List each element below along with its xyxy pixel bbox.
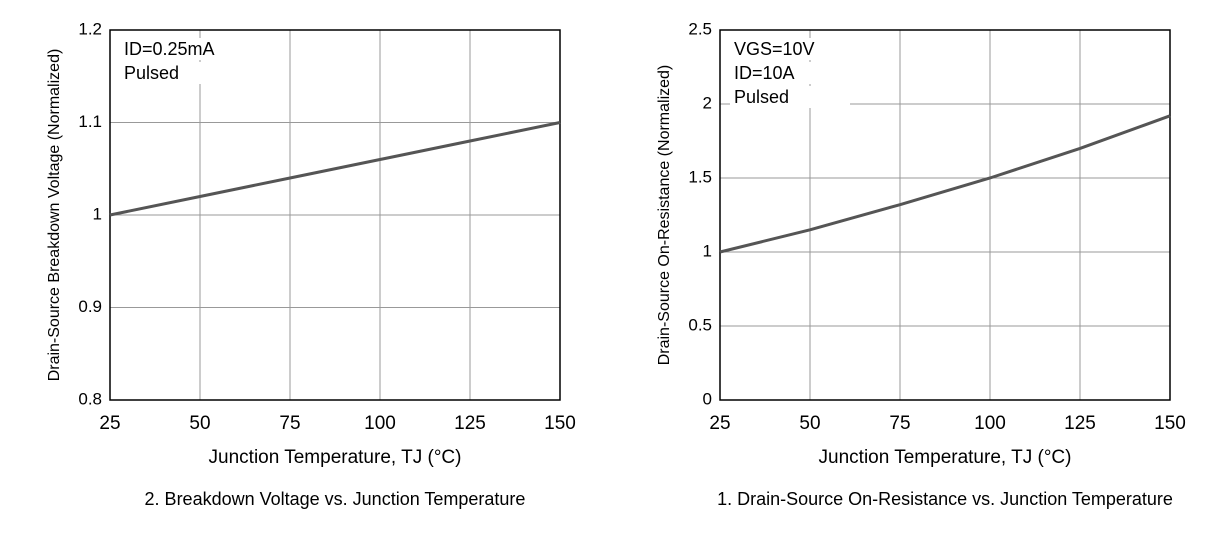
x-tick-label: 75	[889, 413, 910, 434]
annotation: ID=10A	[734, 63, 795, 83]
x-tick-label: 125	[454, 413, 486, 434]
annotation: VGS=10V	[734, 39, 815, 59]
x-tick-label: 25	[709, 413, 730, 434]
x-tick-label: 50	[189, 413, 210, 434]
x-tick-label: 150	[544, 413, 576, 434]
annotation: Pulsed	[124, 63, 179, 83]
y-tick-label: 1	[703, 241, 712, 260]
x-tick-label: 150	[1154, 413, 1186, 434]
y-tick-label: 1.5	[688, 167, 712, 186]
x-tick-label: 50	[799, 413, 820, 434]
data-line	[720, 116, 1170, 252]
y-tick-label: 0.8	[78, 389, 102, 408]
y-tick-label: 0	[703, 389, 712, 408]
x-tick-label: 100	[974, 413, 1006, 434]
y-tick-label: 0.5	[688, 315, 712, 334]
annotation: Pulsed	[734, 87, 789, 107]
y-tick-label: 2	[703, 93, 712, 112]
x-axis-label: Junction Temperature, TJ (°C)	[209, 447, 462, 468]
y-tick-label: 1.1	[78, 112, 102, 131]
y-tick-label: 2.5	[688, 19, 712, 38]
x-tick-label: 100	[364, 413, 396, 434]
chart-title: 1. Drain-Source On-Resistance vs. Juncti…	[717, 489, 1173, 509]
y-tick-label: 1.2	[78, 19, 102, 38]
x-tick-label: 75	[279, 413, 300, 434]
y-axis-label: Drain-Source Breakdown Voltage (Normaliz…	[46, 49, 63, 382]
x-axis-label: Junction Temperature, TJ (°C)	[819, 447, 1072, 468]
x-tick-label: 25	[99, 413, 120, 434]
plot-frame	[720, 30, 1170, 400]
y-tick-label: 1	[93, 204, 102, 223]
annotation: ID=0.25mA	[124, 39, 215, 59]
chart: 0.80.911.11.2255075100125150ID=0.25mAPul…	[0, 0, 1205, 537]
y-tick-label: 0.9	[78, 297, 102, 316]
x-tick-label: 125	[1064, 413, 1096, 434]
data-line	[110, 123, 560, 216]
y-axis-label: Drain-Source On-Resistance (Normalized)	[656, 65, 673, 366]
chart-title: 2. Breakdown Voltage vs. Junction Temper…	[145, 489, 526, 509]
